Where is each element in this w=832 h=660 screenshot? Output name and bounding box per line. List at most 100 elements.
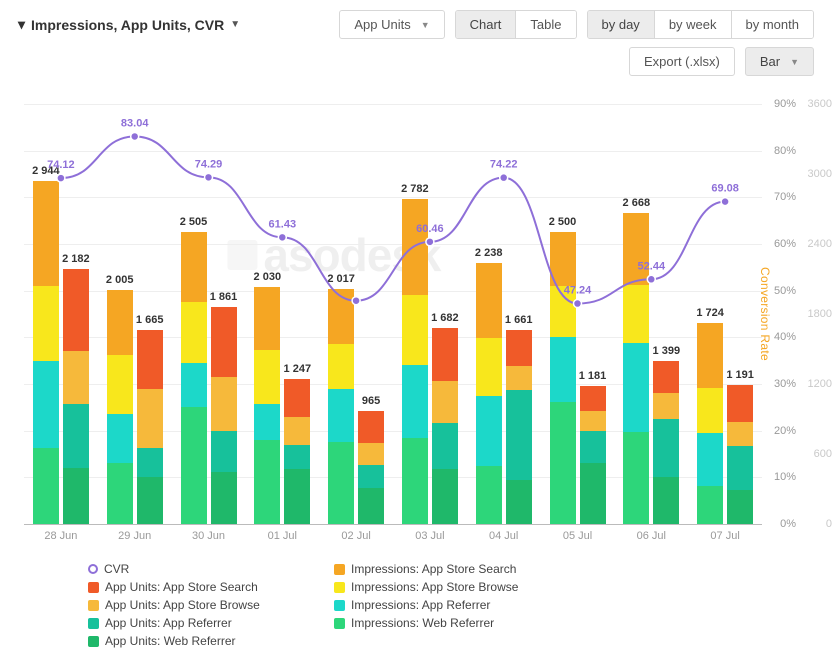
bar-label: 2 238 <box>475 247 503 259</box>
appunits-bar[interactable]: 1 399 <box>653 361 679 524</box>
chevron-down-icon: ▼ <box>790 57 799 67</box>
appunits-bar[interactable]: 1 247 <box>284 379 310 524</box>
plot: asodesk 0%10%20%30%40%50%60%70%80%90%2 9… <box>24 104 762 524</box>
legend-item[interactable]: Impressions: App Store Search <box>334 562 554 576</box>
impressions-bar[interactable]: 2 668 <box>623 213 649 524</box>
view-table-button[interactable]: Table <box>515 11 575 38</box>
pct-tick: 70% <box>774 191 796 203</box>
bar-label: 2 030 <box>254 271 282 283</box>
impressions-bar[interactable]: 2 238 <box>476 263 502 524</box>
value-tick: 0 <box>826 518 832 530</box>
appunits-bar[interactable]: 1 682 <box>432 328 458 524</box>
period-month-button[interactable]: by month <box>731 11 813 38</box>
view-chart-button[interactable]: Chart <box>456 11 516 38</box>
bar-label: 1 181 <box>579 370 607 382</box>
impressions-bar[interactable]: 2 017 <box>328 289 354 524</box>
appunits-bar[interactable]: 965 <box>358 411 384 524</box>
pct-tick: 80% <box>774 145 796 157</box>
legend-item[interactable]: Impressions: Web Referrer <box>334 616 554 630</box>
value-tick: 600 <box>814 448 832 460</box>
appunits-bar[interactable]: 1 191 <box>727 385 753 524</box>
bar-label: 2 500 <box>549 216 577 228</box>
legend-item[interactable]: Impressions: App Store Browse <box>334 580 554 594</box>
bar-group: 2 0301 24701 Jul <box>254 287 310 524</box>
legend-item[interactable]: App Units: App Store Browse <box>88 598 308 612</box>
legend-swatch <box>88 600 99 611</box>
right-axis-label: Conversion Rate <box>758 267 772 361</box>
bar-group: 2 7821 68203 Jul <box>402 199 458 524</box>
chevron-down-icon: ▼ <box>230 19 240 30</box>
period-week-button[interactable]: by week <box>654 11 731 38</box>
legend-label: Impressions: Web Referrer <box>351 616 494 630</box>
pct-tick: 10% <box>774 471 796 483</box>
value-tick: 1800 <box>808 308 832 320</box>
metric-dropdown[interactable]: App Units ▼ <box>339 10 444 39</box>
legend-label: App Units: App Store Search <box>105 580 258 594</box>
export-button[interactable]: Export (.xlsx) <box>629 47 735 76</box>
appunits-bar[interactable]: 1 665 <box>137 330 163 524</box>
legend-item[interactable]: App Units: App Referrer <box>88 616 308 630</box>
pct-tick: 90% <box>774 98 796 110</box>
impressions-bar[interactable]: 2 944 <box>33 181 59 524</box>
legend-item[interactable]: CVR <box>88 562 308 576</box>
x-label: 07 Jul <box>710 530 739 542</box>
bar-group: 2 01796502 Jul <box>328 289 384 524</box>
pct-tick: 40% <box>774 331 796 343</box>
legend-item[interactable]: App Units: App Store Search <box>88 580 308 594</box>
legend-item[interactable]: App Units: Web Referrer <box>88 634 308 648</box>
pct-tick: 30% <box>774 378 796 390</box>
bar-label: 2 005 <box>106 274 134 286</box>
pct-tick: 50% <box>774 285 796 297</box>
appunits-bar[interactable]: 2 182 <box>63 269 89 524</box>
impressions-bar[interactable]: 1 724 <box>697 323 723 524</box>
legend-swatch <box>88 636 99 647</box>
legend-label: App Units: App Store Browse <box>105 598 260 612</box>
toolbar: ▾ Impressions, App Units, CVR ▼ App Unit… <box>18 10 814 76</box>
period-toggle: by day by week by month <box>587 10 815 39</box>
bar-label: 1 661 <box>505 314 533 326</box>
bar-label: 1 247 <box>284 363 312 375</box>
x-label: 01 Jul <box>268 530 297 542</box>
legend-swatch <box>334 582 345 593</box>
bar-label: 2 182 <box>62 253 90 265</box>
impressions-bar[interactable]: 2 005 <box>107 290 133 524</box>
charttype-dropdown[interactable]: Bar ▼ <box>745 47 814 76</box>
legend-label: App Units: Web Referrer <box>105 634 236 648</box>
legend-swatch <box>334 618 345 629</box>
bar-group: 2 6681 39906 Jul <box>623 213 679 524</box>
bar-group: 2 2381 66104 Jul <box>476 263 532 524</box>
impressions-bar[interactable]: 2 030 <box>254 287 280 524</box>
x-label: 28 Jun <box>44 530 77 542</box>
legend-label: CVR <box>104 562 129 576</box>
bar-group: 2 5001 18105 Jul <box>550 232 606 524</box>
chart: asodesk 0%10%20%30%40%50%60%70%80%90%2 9… <box>18 94 814 554</box>
impressions-bar[interactable]: 2 500 <box>550 232 576 524</box>
bar-label: 1 724 <box>696 307 724 319</box>
impressions-bar[interactable]: 2 782 <box>402 199 428 524</box>
legend-swatch <box>334 564 345 575</box>
bar-group: 2 0051 66529 Jun <box>107 290 163 524</box>
pct-tick: 60% <box>774 238 796 250</box>
period-day-button[interactable]: by day <box>588 11 654 38</box>
x-label: 02 Jul <box>341 530 370 542</box>
metric-dropdown-label: App Units <box>354 17 410 32</box>
bar-label: 2 505 <box>180 216 208 228</box>
legend-item[interactable]: Impressions: App Referrer <box>334 598 554 612</box>
pct-tick: 20% <box>774 425 796 437</box>
bar-label: 1 665 <box>136 314 164 326</box>
legend-swatch <box>334 600 345 611</box>
bar-group: 2 9442 18228 Jun <box>33 181 89 524</box>
legend-label: Impressions: App Store Browse <box>351 580 518 594</box>
appunits-bar[interactable]: 1 861 <box>211 307 237 524</box>
impressions-bar[interactable]: 2 505 <box>181 232 207 524</box>
x-label: 29 Jun <box>118 530 151 542</box>
bar-label: 965 <box>362 395 380 407</box>
appunits-bar[interactable]: 1 661 <box>506 330 532 524</box>
x-label: 04 Jul <box>489 530 518 542</box>
value-tick: 3000 <box>808 168 832 180</box>
filter-icon: ▾ <box>18 16 25 33</box>
filter-title[interactable]: ▾ Impressions, App Units, CVR ▼ <box>18 10 240 33</box>
x-label: 30 Jun <box>192 530 225 542</box>
appunits-bar[interactable]: 1 181 <box>580 386 606 524</box>
legend-swatch <box>88 564 98 574</box>
